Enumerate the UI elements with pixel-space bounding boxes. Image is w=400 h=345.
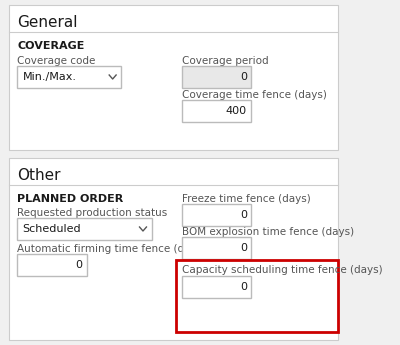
- FancyBboxPatch shape: [182, 100, 251, 122]
- Text: Automatic firming time fence (days): Automatic firming time fence (days): [17, 244, 206, 254]
- Text: Coverage time fence (days): Coverage time fence (days): [182, 90, 327, 100]
- FancyBboxPatch shape: [9, 158, 338, 340]
- Text: 0: 0: [240, 210, 247, 220]
- Text: Coverage code: Coverage code: [17, 56, 96, 66]
- FancyBboxPatch shape: [17, 66, 121, 88]
- FancyBboxPatch shape: [9, 5, 338, 150]
- FancyBboxPatch shape: [182, 204, 251, 226]
- FancyBboxPatch shape: [176, 260, 338, 332]
- Text: 0: 0: [240, 72, 247, 82]
- Text: Coverage period: Coverage period: [182, 56, 269, 66]
- FancyBboxPatch shape: [17, 218, 152, 240]
- FancyBboxPatch shape: [17, 254, 87, 276]
- Text: COVERAGE: COVERAGE: [17, 41, 85, 51]
- Text: 400: 400: [226, 106, 247, 116]
- Text: 0: 0: [240, 282, 247, 292]
- Text: Scheduled: Scheduled: [22, 224, 81, 234]
- FancyBboxPatch shape: [182, 237, 251, 259]
- Text: 0: 0: [240, 243, 247, 253]
- Text: BOM explosion time fence (days): BOM explosion time fence (days): [182, 227, 354, 237]
- Text: Min./Max.: Min./Max.: [22, 72, 76, 82]
- Text: Requested production status: Requested production status: [17, 208, 168, 218]
- FancyBboxPatch shape: [182, 66, 251, 88]
- Text: Capacity scheduling time fence (days): Capacity scheduling time fence (days): [182, 265, 383, 275]
- Text: PLANNED ORDER: PLANNED ORDER: [17, 194, 124, 204]
- Text: Other: Other: [17, 168, 61, 183]
- Text: Freeze time fence (days): Freeze time fence (days): [182, 194, 311, 204]
- Text: General: General: [17, 14, 78, 30]
- FancyBboxPatch shape: [182, 276, 251, 298]
- Text: 0: 0: [75, 260, 82, 270]
